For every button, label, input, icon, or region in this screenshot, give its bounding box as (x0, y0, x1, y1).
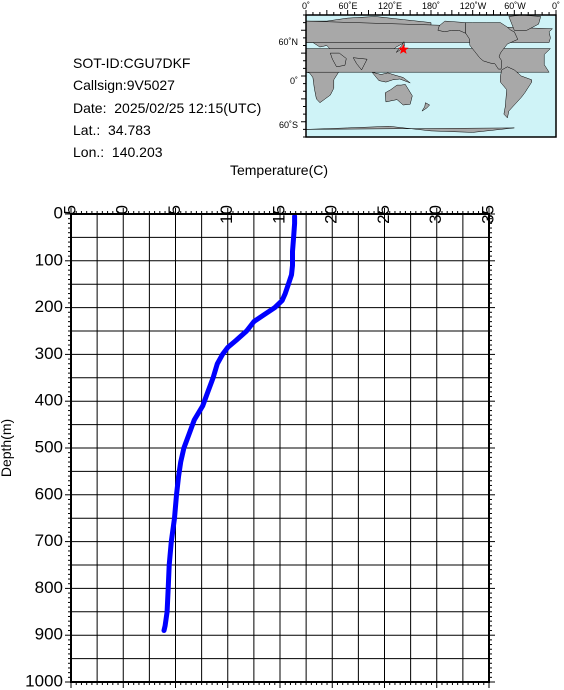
map-land-south-america (500, 66, 532, 119)
date-text: Date: 2025/02/25 12:15(UTC) (73, 99, 262, 116)
y-tick-label: 100 (35, 250, 63, 269)
map-land-arabia-india (329, 52, 347, 68)
map-land-greenland (508, 14, 542, 31)
sot-id-text: SOT-ID:CGU7DKF (73, 55, 191, 71)
plot-frame (70, 213, 490, 683)
temperature-profile-line (161, 213, 298, 633)
map-label-lat-60s: 60˚S (279, 120, 298, 130)
y-tick-label: 800 (35, 578, 63, 597)
y-tick-label: 700 (35, 531, 63, 550)
y-tick-label: 0 (54, 203, 63, 222)
x-tick-label: 0 (113, 205, 132, 214)
map-top-ticks (305, 10, 557, 15)
latitude-text: Lat.: 34.783 (73, 121, 151, 138)
map-land-australia (384, 84, 413, 106)
map-land (305, 14, 554, 137)
y-axis-title: Depth(m) (0, 419, 14, 477)
x-axis-tick-labels: -5 0 5 10 15 20 25 30 35 (60, 205, 497, 224)
x-tick-label: -5 (60, 205, 79, 220)
position-marker-icon (398, 44, 409, 54)
y-tick-label: 200 (35, 297, 63, 316)
map-label-lon-120e: 120˚E (378, 1, 402, 11)
y-tick-label: 500 (35, 437, 63, 456)
y-tick-label: 400 (35, 391, 63, 410)
position-star (398, 44, 409, 54)
y-tick-label: 900 (35, 625, 63, 644)
map-land-north-america (465, 22, 519, 70)
map-land-japan (396, 40, 405, 53)
map-land-sea-islands (371, 71, 411, 84)
map-label-lon-120w: 120˚W (460, 1, 487, 11)
chart-grid (70, 213, 490, 683)
profile-info: SOT-ID:CGU7DKF Callsign:9V5027 Date: 202… (73, 52, 261, 163)
map-label-lon-60w: 60˚W (504, 1, 526, 11)
map-label-lat-60n: 60˚N (278, 37, 298, 47)
x-tick-label: 5 (165, 205, 184, 214)
y-axis-tick-labels: 0 100 200 300 400 500 600 700 800 900 1000 (25, 203, 63, 690)
map-label-lon-180: 180˚ (422, 1, 440, 11)
y-tick-label: 600 (35, 484, 63, 503)
map-label-lon-60e: 60˚E (338, 1, 357, 11)
map-land-india (352, 57, 368, 71)
map-left-ticks (301, 14, 306, 138)
map-label-lon-0: 0˚ (302, 1, 310, 11)
map-label-lon-0-right: 0˚ (552, 1, 560, 11)
y-tick-label: 300 (35, 344, 63, 363)
map-land-new-zealand (421, 102, 431, 112)
location-map: 0˚ 60˚E 120˚E 180˚ 120˚W 60˚W 0˚ 60˚N 0˚… (278, 1, 560, 138)
longitude-text: Lon.: 140.203 (73, 144, 163, 161)
y-tick-label: 1000 (25, 671, 63, 690)
map-label-lat-0: 0˚ (290, 76, 298, 86)
x-axis-title: Temperature(C) (230, 162, 328, 178)
callsign-text: Callsign:9V5027 (73, 77, 175, 94)
